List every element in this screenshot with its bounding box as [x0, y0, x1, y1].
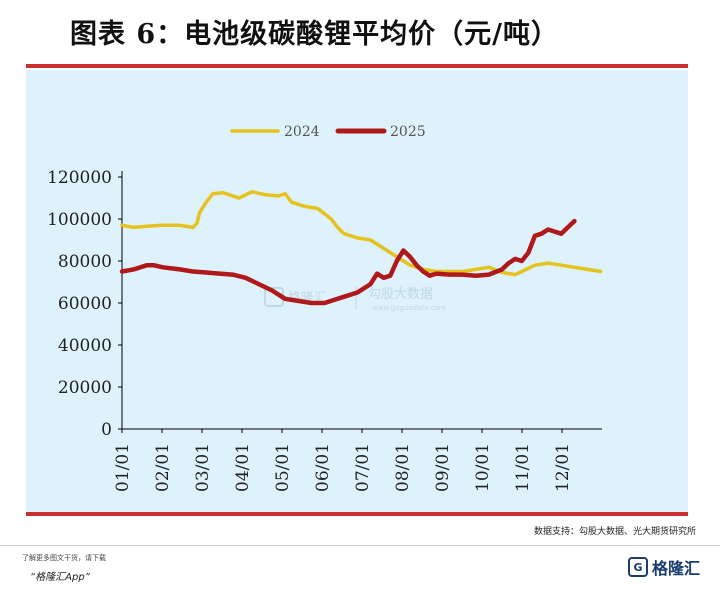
y-tick-label: 0 [101, 420, 112, 440]
x-tick-label: 09/01 [433, 443, 453, 492]
source-note: 数据支持：勾股大数据、光大期货研究所 [533, 527, 696, 537]
top-rule [26, 64, 688, 68]
brand: G 格隆汇 [628, 555, 700, 579]
x-tick-label: 11/01 [513, 443, 533, 492]
brand-logo-icon: G [628, 557, 648, 577]
promo-app-link[interactable]: “格隆汇App” [30, 572, 90, 583]
x-tick-label: 12/01 [553, 443, 573, 492]
y-tick-label: 80000 [58, 252, 112, 272]
y-tick-label: 120000 [47, 168, 112, 188]
legend-label-2025: 2025 [390, 124, 426, 140]
footer-divider [0, 545, 720, 546]
x-tick-label: 06/01 [313, 443, 333, 492]
y-tick-label: 100000 [47, 210, 112, 230]
x-tick-label: 07/01 [353, 443, 373, 492]
series-line-2025 [119, 218, 577, 306]
y-tick-label: 20000 [58, 378, 112, 398]
x-tick-label: 08/01 [393, 443, 413, 492]
legend: 2024 2025 [230, 124, 426, 140]
chart-title: 图表 6：电池级碳酸锂平均价（元/吨） [70, 19, 560, 50]
promo-text: 了解更多图文干货，请下载 [22, 554, 106, 562]
series-line-2024 [120, 189, 603, 277]
legend-label-2024: 2024 [284, 124, 320, 140]
watermark-url: www.goguodata.com [372, 304, 446, 312]
x-tick-label: 10/01 [473, 443, 493, 492]
x-tick-label: 02/01 [153, 443, 173, 492]
x-tick-label: 01/01 [113, 443, 133, 492]
brand-name: 格隆汇 [652, 559, 701, 578]
watermark-text: 勾股大数据 [368, 287, 433, 302]
x-tick-label: 03/01 [193, 443, 213, 492]
x-axis: 01/01 02/01 03/01 04/01 05/01 06/01 07/01 08/01… [113, 428, 602, 492]
y-tick-label: 60000 [58, 294, 112, 314]
bottom-rule [26, 512, 688, 516]
y-tick-label: 40000 [58, 336, 112, 356]
y-axis: 0 20000 40000 60000 80000 100000 120000 [47, 168, 123, 440]
x-tick-label: 05/01 [273, 443, 293, 492]
x-tick-label: 04/01 [233, 443, 253, 492]
series [119, 189, 603, 306]
